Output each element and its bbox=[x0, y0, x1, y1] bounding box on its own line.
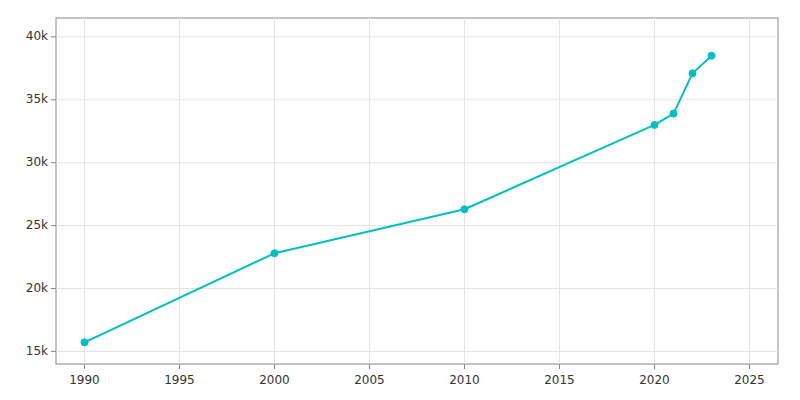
grid-line bbox=[84, 18, 85, 364]
grid-line bbox=[56, 351, 778, 352]
tick-mark bbox=[274, 364, 275, 369]
tick-label: 40k bbox=[26, 29, 48, 43]
grid-line bbox=[559, 18, 560, 364]
tick-mark bbox=[51, 225, 56, 226]
tick-mark bbox=[179, 364, 180, 369]
point bbox=[708, 52, 715, 59]
tick-mark bbox=[51, 36, 56, 37]
plot-frame bbox=[56, 18, 778, 364]
grid-line bbox=[56, 162, 778, 163]
tick-label: 2005 bbox=[354, 373, 385, 387]
point bbox=[670, 110, 677, 117]
grid-line bbox=[56, 36, 778, 37]
tick-mark bbox=[559, 364, 560, 369]
tick-mark bbox=[84, 364, 85, 369]
point bbox=[81, 339, 88, 346]
point bbox=[271, 250, 278, 257]
tick-label: 35k bbox=[26, 92, 48, 106]
tick-mark bbox=[51, 99, 56, 100]
tick-mark bbox=[51, 351, 56, 352]
tick-label: 2025 bbox=[734, 373, 765, 387]
point bbox=[689, 70, 696, 77]
grid-line bbox=[654, 18, 655, 364]
point bbox=[651, 121, 658, 128]
tick-mark bbox=[369, 364, 370, 369]
grid-line bbox=[56, 288, 778, 289]
tick-label: 2015 bbox=[544, 373, 575, 387]
tick-mark bbox=[51, 288, 56, 289]
tick-label: 2000 bbox=[259, 373, 290, 387]
axes: 15k 20k 25k 30k 35k 40k 1990 1995 2000 2005 2010 20… bbox=[26, 29, 765, 387]
grid-line bbox=[749, 18, 750, 364]
data bbox=[81, 52, 715, 346]
grid-line bbox=[56, 225, 778, 226]
tick-label: 1990 bbox=[69, 373, 100, 387]
grid-line bbox=[464, 18, 465, 364]
tick-mark bbox=[51, 162, 56, 163]
tick-mark bbox=[749, 364, 750, 369]
tick-label: 2020 bbox=[639, 373, 670, 387]
tick-label: 30k bbox=[26, 155, 48, 169]
line bbox=[85, 56, 712, 343]
tick-label: 1995 bbox=[164, 373, 195, 387]
tick-label: 15k bbox=[26, 344, 48, 358]
tick-label: 25k bbox=[26, 218, 48, 232]
grid-line bbox=[369, 18, 370, 364]
tick-label: 2010 bbox=[449, 373, 480, 387]
tick-mark bbox=[464, 364, 465, 369]
chart: 15k 20k 25k 30k 35k 40k 1990 1995 2000 2005 2010 20… bbox=[0, 0, 800, 400]
point bbox=[461, 206, 468, 213]
grid bbox=[56, 18, 778, 364]
tick-mark bbox=[654, 364, 655, 369]
tick-label: 20k bbox=[26, 281, 48, 295]
grid-line bbox=[274, 18, 275, 364]
grid-line bbox=[179, 18, 180, 364]
grid-line bbox=[56, 99, 778, 100]
